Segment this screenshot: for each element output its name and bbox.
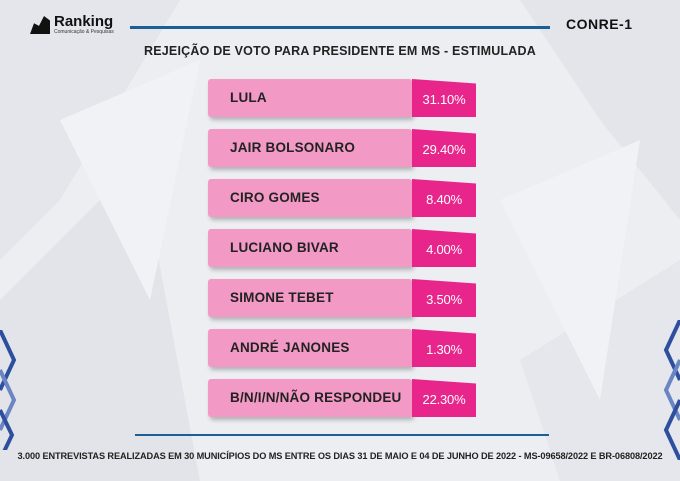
value-label: 31.10% [422,92,466,107]
conre-logo: CONRE-1 [566,17,656,31]
chart-title: REJEIÇÃO DE VOTO PARA PRESIDENTE EM MS -… [144,44,536,58]
bar-row: CIRO GOMES 8.40% [208,179,478,217]
value-label: 3.50% [426,292,462,307]
candidate-label: CIRO GOMES [230,190,320,205]
candidate-box: CIRO GOMES [208,179,412,217]
bar-row: B/N/I/N/NÃO RESPONDEU 22.30% [208,379,478,417]
value-box: 31.10% [412,79,476,117]
value-box: 3.50% [412,279,476,317]
value-label: 22.30% [422,392,466,407]
candidate-box: JAIR BOLSONARO [208,129,412,167]
candidate-label: JAIR BOLSONARO [230,140,356,155]
conre-logo-text: CONRE-1 [566,16,633,32]
ranking-logo: Ranking Comunicação & Pesquisas [30,13,114,37]
value-box: 22.30% [412,379,476,417]
bar-row: LULA 31.10% [208,79,478,117]
value-label: 8.40% [426,192,462,207]
candidate-label: B/N/I/N/NÃO RESPONDEU [230,390,402,405]
candidate-label: ANDRÉ JANONES [230,340,350,355]
value-box: 1.30% [412,329,476,367]
footer-divider [135,434,549,436]
candidate-box: LULA [208,79,412,117]
value-box: 29.40% [412,129,476,167]
candidate-label: LULA [230,90,267,105]
bar-row: SIMONE TEBET 3.50% [208,279,478,317]
bar-row: JAIR BOLSONARO 29.40% [208,129,478,167]
candidate-box: LUCIANO BIVAR [208,229,412,267]
candidate-label: LUCIANO BIVAR [230,240,339,255]
value-box: 4.00% [412,229,476,267]
candidate-box: ANDRÉ JANONES [208,329,412,367]
ranking-logo-icon [30,16,50,34]
bar-row: ANDRÉ JANONES 1.30% [208,329,478,367]
candidate-box: SIMONE TEBET [208,279,412,317]
chevron-decoration-right [663,320,680,460]
footer-note: 3.000 ENTREVISTAS REALIZADAS EM 30 MUNIC… [17,451,663,461]
value-label: 4.00% [426,242,462,257]
ranking-logo-subtext: Comunicação & Pesquisas [54,29,114,35]
ranking-logo-text: Ranking [54,13,114,30]
bar-row: LUCIANO BIVAR 4.00% [208,229,478,267]
value-label: 1.30% [426,342,462,357]
header-divider [130,26,550,29]
chevron-decoration-left [0,330,17,450]
value-box: 8.40% [412,179,476,217]
candidate-box: B/N/I/N/NÃO RESPONDEU [208,379,412,417]
candidate-label: SIMONE TEBET [230,290,334,305]
value-label: 29.40% [422,142,466,157]
